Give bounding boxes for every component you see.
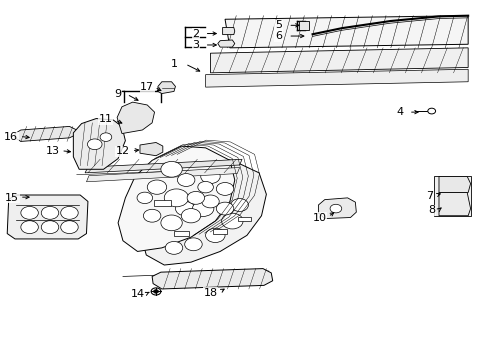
Circle shape — [329, 204, 341, 213]
Circle shape — [151, 288, 161, 295]
Polygon shape — [15, 126, 77, 141]
Text: 7: 7 — [425, 191, 432, 201]
Circle shape — [143, 209, 161, 222]
Polygon shape — [117, 102, 154, 134]
Circle shape — [216, 202, 233, 215]
Polygon shape — [318, 198, 356, 219]
Text: 10: 10 — [312, 212, 326, 222]
FancyBboxPatch shape — [213, 229, 226, 234]
Text: 4: 4 — [396, 107, 403, 117]
Text: 16: 16 — [4, 132, 18, 142]
Text: 8: 8 — [427, 205, 434, 215]
Circle shape — [198, 181, 213, 193]
Polygon shape — [141, 157, 266, 265]
Circle shape — [137, 192, 152, 203]
Polygon shape — [73, 118, 125, 169]
Polygon shape — [438, 193, 469, 216]
Polygon shape — [222, 27, 234, 35]
Polygon shape — [158, 82, 175, 94]
Circle shape — [153, 290, 158, 293]
Circle shape — [61, 206, 78, 219]
Circle shape — [187, 192, 204, 204]
Text: 14: 14 — [130, 289, 144, 299]
Text: 6: 6 — [274, 31, 282, 41]
Polygon shape — [224, 16, 467, 48]
Circle shape — [41, 221, 59, 234]
Text: 17: 17 — [140, 82, 154, 92]
Circle shape — [161, 215, 182, 231]
Polygon shape — [118, 146, 234, 251]
Text: 9: 9 — [114, 89, 122, 99]
Polygon shape — [205, 69, 467, 87]
Circle shape — [161, 161, 182, 177]
Polygon shape — [7, 195, 88, 239]
Circle shape — [230, 199, 248, 211]
Circle shape — [177, 174, 195, 186]
Polygon shape — [217, 40, 234, 47]
Text: 15: 15 — [5, 193, 19, 203]
Circle shape — [164, 189, 188, 207]
Circle shape — [41, 206, 59, 219]
Polygon shape — [438, 176, 469, 193]
Circle shape — [61, 221, 78, 234]
Circle shape — [100, 133, 112, 141]
Circle shape — [87, 139, 102, 150]
FancyBboxPatch shape — [174, 231, 188, 236]
Circle shape — [205, 228, 224, 243]
Circle shape — [21, 206, 38, 219]
Polygon shape — [140, 143, 163, 156]
Circle shape — [165, 242, 183, 254]
Circle shape — [216, 183, 233, 195]
Circle shape — [21, 221, 38, 234]
Text: 11: 11 — [99, 114, 113, 124]
Polygon shape — [86, 167, 239, 182]
Circle shape — [201, 195, 219, 208]
Circle shape — [427, 108, 435, 114]
FancyBboxPatch shape — [154, 200, 171, 206]
Polygon shape — [85, 159, 242, 173]
Text: 18: 18 — [203, 288, 217, 297]
Circle shape — [221, 213, 243, 229]
Circle shape — [175, 202, 195, 216]
Polygon shape — [152, 269, 272, 289]
FancyBboxPatch shape — [238, 217, 250, 221]
Circle shape — [184, 238, 202, 251]
Polygon shape — [433, 176, 469, 216]
Circle shape — [181, 208, 201, 223]
Circle shape — [192, 201, 213, 216]
Circle shape — [201, 169, 220, 184]
Text: 12: 12 — [116, 147, 130, 157]
Text: 2: 2 — [192, 28, 199, 39]
Text: 1: 1 — [170, 59, 177, 69]
Text: 5: 5 — [274, 20, 282, 30]
Polygon shape — [210, 48, 467, 73]
Text: 3: 3 — [192, 40, 199, 50]
Text: 13: 13 — [45, 147, 60, 157]
Circle shape — [147, 180, 166, 194]
Polygon shape — [298, 21, 308, 30]
